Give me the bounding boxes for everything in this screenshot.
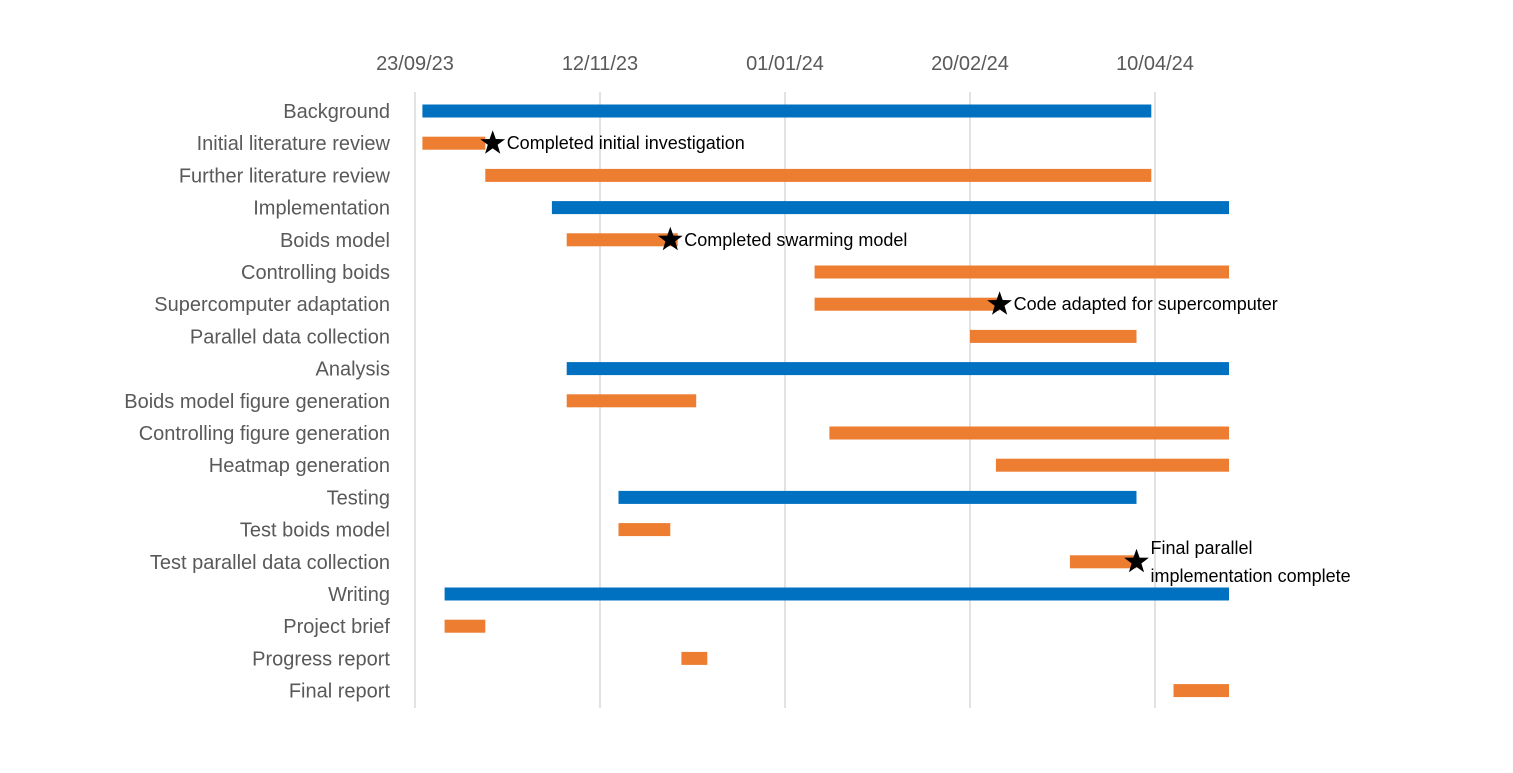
task-label: Writing	[328, 584, 390, 606]
task-label: Heatmap generation	[209, 455, 390, 477]
task-bar	[681, 651, 708, 665]
task-label: Boids model	[280, 230, 390, 252]
category-bar	[618, 490, 1137, 504]
task-bar	[829, 426, 1229, 440]
task-bar	[814, 265, 1229, 279]
milestone-star-icon	[657, 226, 683, 251]
task-bar	[422, 136, 486, 150]
task-bar	[618, 523, 671, 537]
task-bars	[422, 104, 1230, 698]
task-label: Supercomputer adaptation	[154, 294, 390, 316]
task-label: Test boids model	[240, 520, 390, 542]
x-tick-label: 23/09/23	[376, 53, 454, 75]
task-bar	[970, 329, 1137, 343]
task-label: Boids model figure generation	[124, 391, 390, 413]
task-label: Final report	[289, 681, 391, 703]
task-label: Background	[283, 101, 390, 123]
task-label: Implementation	[253, 198, 390, 220]
milestone-star-icon	[987, 291, 1012, 315]
task-label: Analysis	[316, 359, 390, 381]
task-bar	[1173, 684, 1229, 698]
x-tick-label: 10/04/24	[1116, 53, 1194, 75]
task-label: Further literature review	[179, 165, 391, 187]
task-bar	[566, 394, 697, 408]
category-bar	[566, 362, 1229, 376]
task-label: Testing	[327, 487, 390, 509]
milestone-label: Final parallel	[1151, 538, 1253, 558]
task-label: Progress report	[252, 648, 390, 670]
category-bar	[422, 104, 1152, 118]
milestone-label: implementation complete	[1151, 566, 1351, 586]
task-bar	[485, 168, 1152, 182]
x-tick-label: 12/11/23	[562, 53, 638, 75]
task-label: Initial literature review	[197, 133, 391, 155]
task-label: Controlling figure generation	[139, 423, 390, 445]
milestone-star-icon	[1124, 548, 1149, 573]
task-bar	[1069, 555, 1137, 569]
x-tick-label: 20/02/24	[931, 53, 1009, 75]
task-label: Parallel data collection	[190, 326, 390, 348]
milestone-label: Code adapted for supercomputer	[1014, 294, 1278, 314]
task-label: Project brief	[283, 616, 390, 638]
task-label: Controlling boids	[241, 262, 390, 284]
x-tick-label: 01/01/24	[746, 53, 824, 75]
task-bar	[814, 297, 1000, 311]
milestones: Completed initial investigation Completed…	[480, 130, 1351, 586]
category-bar	[551, 201, 1229, 215]
task-bar	[566, 233, 678, 247]
task-labels: Background Initial literature review Furth…	[124, 101, 390, 703]
task-bar	[995, 458, 1229, 472]
milestone-label: Completed swarming model	[684, 230, 907, 250]
task-label: Test parallel data collection	[150, 552, 390, 574]
task-bar	[444, 619, 486, 633]
category-bar	[444, 587, 1230, 601]
milestone-label: Completed initial investigation	[507, 133, 745, 153]
gridlines	[414, 92, 1156, 708]
milestone-star-icon	[480, 130, 506, 154]
x-axis-ticks: 23/09/23 12/11/23 01/01/24 20/02/24 10/04/24	[376, 53, 1194, 75]
